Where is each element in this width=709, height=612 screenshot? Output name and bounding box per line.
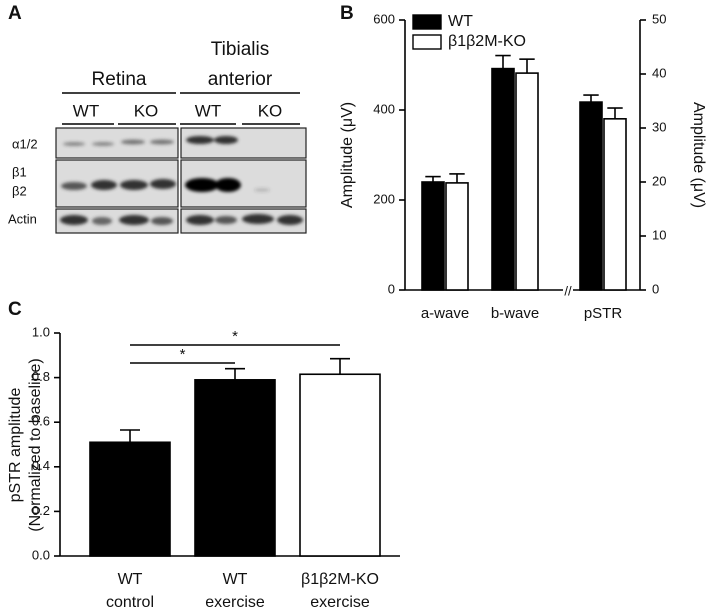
band xyxy=(185,178,219,192)
bar xyxy=(89,441,171,557)
significance-label: * xyxy=(232,328,238,345)
lane-label: WT xyxy=(195,101,221,120)
y-tick-label: 200 xyxy=(373,191,395,206)
legend-label: WT xyxy=(448,13,473,30)
lane-label: KO xyxy=(258,101,283,120)
tissue-label: Tibialis xyxy=(211,39,269,60)
bar xyxy=(421,181,445,291)
band xyxy=(61,182,87,190)
x-tick-label: WT xyxy=(118,571,143,588)
legend-swatch xyxy=(412,34,442,50)
panel-letter: C xyxy=(8,299,22,320)
panel-letter: A xyxy=(8,3,22,24)
x-tick-label: a-wave xyxy=(421,305,469,322)
axis-break: // xyxy=(564,283,572,298)
bar xyxy=(579,101,603,291)
bar xyxy=(515,72,539,291)
band xyxy=(214,136,238,144)
band xyxy=(242,214,274,224)
row-label: β2 xyxy=(12,183,27,198)
bar xyxy=(445,182,469,291)
band xyxy=(63,142,85,146)
band xyxy=(91,180,117,190)
band xyxy=(277,215,303,225)
band xyxy=(186,136,214,144)
x-tick-label: exercise xyxy=(205,594,265,611)
y2-tick-label: 40 xyxy=(652,65,666,80)
band xyxy=(92,142,114,146)
y-tick-label: 0.4 xyxy=(32,458,50,473)
y2-tick-label: 50 xyxy=(652,11,666,26)
y2-tick-label: 30 xyxy=(652,119,666,134)
bar xyxy=(603,118,627,291)
bar xyxy=(491,67,515,291)
blot-panel: Retina Tibialis anterior WT KO WT KO α1/… xyxy=(8,39,307,234)
x-tick-label: control xyxy=(106,594,154,611)
x-tick-label: pSTR xyxy=(584,305,623,322)
y2-tick-label: 10 xyxy=(652,227,666,242)
band xyxy=(121,139,145,145)
y-tick-label: 0.0 xyxy=(32,547,50,562)
y-tick-label: 600 xyxy=(373,11,395,26)
band xyxy=(254,188,270,192)
band xyxy=(186,215,214,225)
band xyxy=(151,217,173,225)
tissue-label: anterior xyxy=(208,69,273,90)
row-label: Actin xyxy=(8,211,37,226)
y2-axis-title: Amplitude (μV) xyxy=(690,102,707,208)
band xyxy=(60,215,88,225)
y2-tick-label: 20 xyxy=(652,173,666,188)
lane-label: WT xyxy=(73,101,99,120)
band xyxy=(215,178,241,192)
tissue-label: Retina xyxy=(92,69,147,90)
panel-letter: B xyxy=(340,3,354,24)
y-tick-label: 0.6 xyxy=(32,414,50,429)
x-tick-label: exercise xyxy=(310,594,370,611)
band xyxy=(92,217,112,225)
legend-swatch xyxy=(412,14,442,30)
band xyxy=(150,139,174,145)
x-tick-label: WT xyxy=(223,571,248,588)
lane-label: KO xyxy=(134,101,159,120)
y-tick-label: 0.2 xyxy=(32,503,50,518)
band xyxy=(215,216,237,224)
y-tick-label: 1.0 xyxy=(32,324,50,339)
legend-label: β1β2M-KO xyxy=(448,33,526,50)
row-label: β1 xyxy=(12,164,27,179)
band xyxy=(150,179,176,189)
x-tick-label: β1β2M-KO xyxy=(301,571,379,588)
band xyxy=(119,215,149,225)
y-tick-label: 0 xyxy=(388,281,395,296)
bar xyxy=(194,379,276,557)
band xyxy=(120,180,148,190)
significance-label: * xyxy=(180,346,186,363)
x-tick-label: b-wave xyxy=(491,305,539,322)
y-axis-title: Amplitude (μV) xyxy=(339,102,356,208)
y-tick-label: 400 xyxy=(373,101,395,116)
row-label: α1/2 xyxy=(12,136,38,151)
y-axis-title: pSTR amplitude xyxy=(7,388,24,503)
y-tick-label: 0.8 xyxy=(32,369,50,384)
y-axis-title: (Normalized to baseline) xyxy=(27,358,44,531)
y2-tick-label: 0 xyxy=(652,281,659,296)
bar xyxy=(299,373,381,557)
